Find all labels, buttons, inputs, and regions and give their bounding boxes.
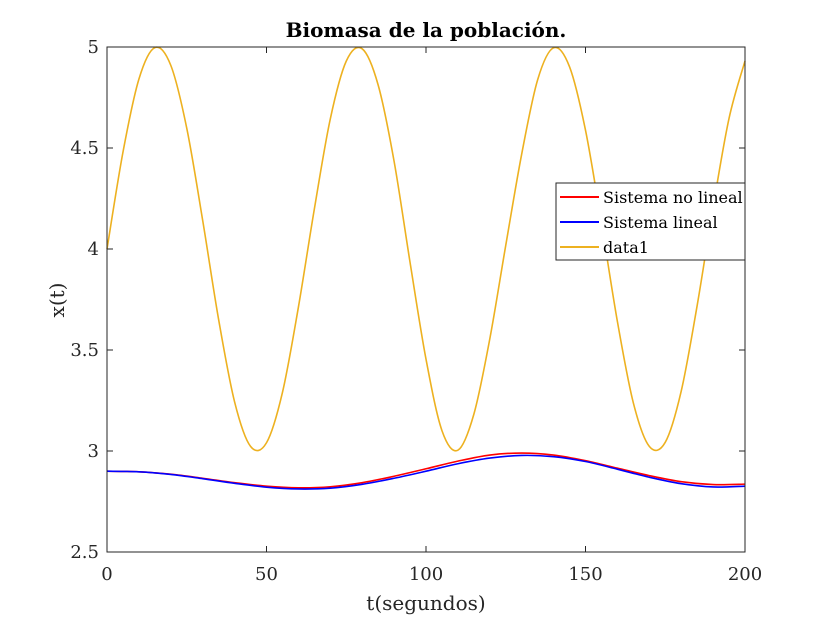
x-tick-label: 100	[409, 564, 443, 585]
legend-label-data1: data1	[603, 238, 649, 257]
legend: Sistema no lineal Sistema lineal data1	[555, 182, 746, 261]
y-tick-label: 3.5	[70, 340, 99, 361]
chart-title: Biomasa de la población.	[286, 18, 567, 42]
y-tick-label: 5	[88, 37, 99, 58]
y-tick-label: 2.5	[70, 542, 99, 563]
x-tick-label: 150	[568, 564, 602, 585]
series-layer	[106, 46, 746, 490]
x-axis-label: t(segundos)	[366, 591, 485, 615]
x-tick-label: 50	[255, 564, 278, 585]
x-tick-label: 0	[101, 564, 112, 585]
series-line-data1	[106, 46, 746, 452]
legend-label-sistema-lineal: Sistema lineal	[603, 213, 718, 232]
plot-area	[107, 47, 745, 552]
ticks-layer: 0 50 100 150 200 2.5 3 3.5 4 4.5 5	[70, 37, 762, 585]
series-line-sistema-lineal	[106, 454, 746, 490]
x-tick-label: 200	[728, 564, 762, 585]
legend-label-sistema-no-lineal: Sistema no lineal	[603, 188, 743, 207]
y-tick-label: 3	[88, 441, 99, 462]
y-axis-label: x(t)	[45, 283, 69, 318]
y-tick-label: 4.5	[70, 138, 99, 159]
y-tick-label: 4	[88, 239, 99, 260]
